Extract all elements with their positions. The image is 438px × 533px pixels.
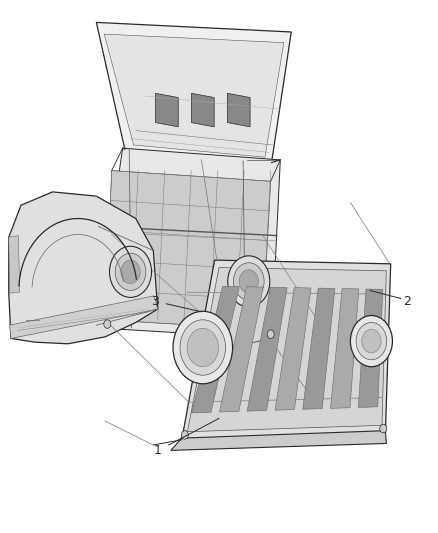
Circle shape (110, 246, 152, 297)
Polygon shape (191, 93, 214, 127)
Text: 1: 1 (154, 444, 162, 457)
Circle shape (350, 316, 392, 367)
Polygon shape (9, 192, 158, 344)
Circle shape (239, 270, 258, 293)
Polygon shape (155, 93, 178, 127)
Polygon shape (96, 148, 280, 338)
Circle shape (187, 328, 219, 367)
Text: 3: 3 (152, 295, 159, 308)
Polygon shape (192, 286, 239, 413)
Polygon shape (275, 288, 311, 410)
Circle shape (121, 260, 140, 284)
Polygon shape (219, 287, 263, 412)
Polygon shape (227, 93, 250, 127)
Circle shape (362, 329, 381, 353)
Polygon shape (247, 287, 287, 411)
Circle shape (380, 424, 387, 433)
Polygon shape (303, 288, 335, 409)
Polygon shape (9, 236, 20, 293)
Circle shape (228, 256, 270, 307)
Text: 2: 2 (403, 295, 411, 308)
Polygon shape (104, 34, 284, 157)
Polygon shape (358, 289, 383, 407)
Circle shape (233, 263, 264, 300)
Polygon shape (187, 268, 386, 432)
Circle shape (267, 330, 274, 338)
Circle shape (356, 322, 387, 360)
Polygon shape (105, 171, 271, 329)
Circle shape (173, 311, 233, 384)
Circle shape (115, 253, 146, 290)
Polygon shape (182, 260, 391, 440)
Circle shape (180, 320, 226, 375)
Circle shape (181, 431, 188, 439)
Polygon shape (331, 288, 359, 408)
Polygon shape (96, 22, 291, 163)
Polygon shape (171, 431, 386, 450)
Circle shape (104, 320, 111, 328)
Polygon shape (10, 296, 158, 338)
